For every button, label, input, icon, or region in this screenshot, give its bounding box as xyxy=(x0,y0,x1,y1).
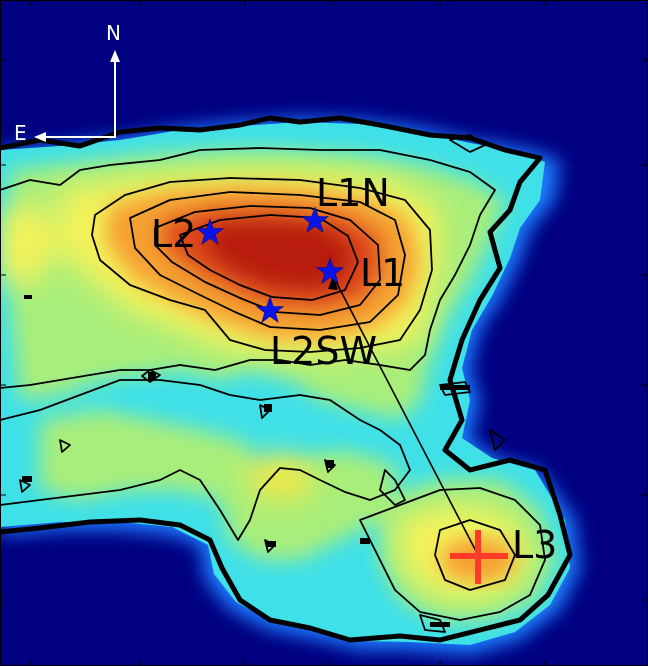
connector-arrow xyxy=(328,275,479,556)
compass: N E xyxy=(14,21,121,145)
star-L2 xyxy=(195,218,225,245)
north-arrow-icon xyxy=(110,50,120,62)
cross-marker-L3 xyxy=(450,530,508,584)
label-L3: L3 xyxy=(512,523,557,567)
label-L1N: L1N xyxy=(316,171,390,215)
star-markers xyxy=(195,206,345,323)
star-L1N xyxy=(300,206,330,233)
label-L1: L1 xyxy=(360,251,405,295)
compass-north-label: N xyxy=(106,21,121,45)
contour-outer xyxy=(0,115,573,643)
label-L2SW: L2SW xyxy=(270,329,377,373)
compass-east-label: E xyxy=(14,121,27,145)
east-arrow-icon xyxy=(34,132,46,142)
star-L2SW xyxy=(255,296,285,323)
star-L1 xyxy=(315,257,345,284)
label-L2: L2 xyxy=(151,212,196,256)
contour-blobs xyxy=(22,295,470,627)
